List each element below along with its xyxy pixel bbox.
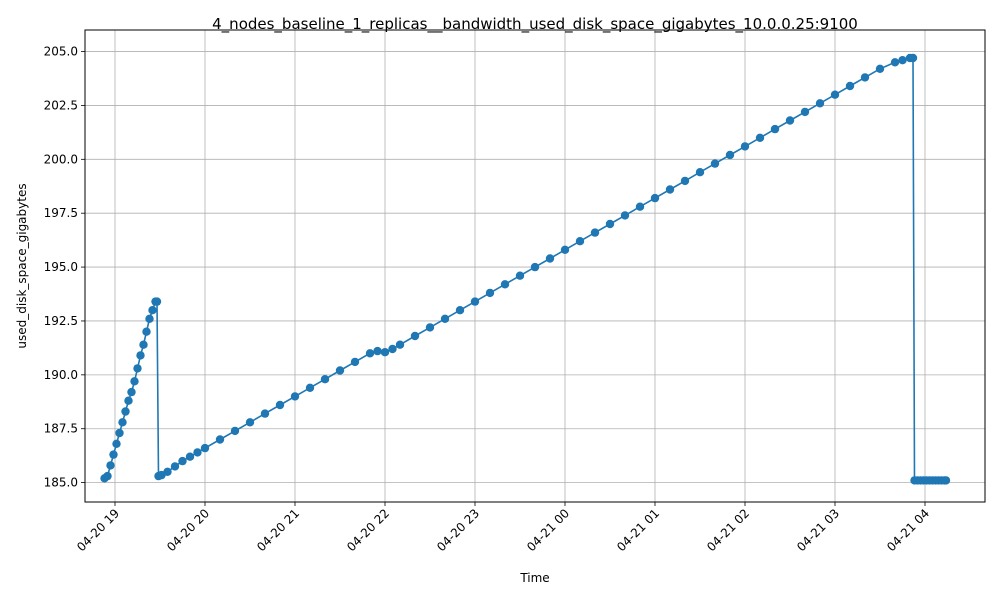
data-point	[815, 99, 825, 108]
data-point	[380, 348, 390, 357]
data-point	[215, 435, 225, 444]
data-point	[410, 331, 420, 341]
data-point	[860, 73, 870, 82]
x-axis-label: Time	[519, 571, 549, 585]
data-point	[185, 452, 195, 461]
data-point	[142, 327, 151, 336]
data-point	[193, 448, 202, 457]
data-point	[755, 133, 765, 142]
data-point	[118, 418, 127, 427]
data-point	[139, 340, 148, 349]
data-point	[395, 340, 405, 349]
data-point	[148, 306, 157, 315]
data-point	[103, 471, 112, 481]
plot-frame	[84, 29, 986, 503]
data-point	[590, 228, 600, 237]
data-point	[545, 254, 555, 263]
data-point	[121, 407, 130, 416]
data-point	[485, 288, 495, 298]
data-point	[470, 297, 480, 306]
data-point	[898, 56, 907, 65]
data-point	[440, 314, 450, 323]
y-tick-label: 202.5	[44, 98, 78, 112]
data-point	[605, 219, 615, 229]
y-tick-label: 200.0	[44, 152, 78, 166]
data-point	[136, 351, 145, 360]
data-point	[245, 418, 255, 427]
data-point	[500, 280, 510, 289]
data-point	[373, 346, 382, 356]
data-point	[124, 396, 133, 405]
data-point	[680, 176, 690, 186]
data-point	[620, 211, 630, 220]
data-point	[725, 150, 735, 160]
data-point	[335, 366, 345, 375]
y-tick-label: 205.0	[44, 45, 78, 59]
data-point	[560, 245, 570, 254]
data-point	[275, 400, 285, 410]
data-point	[770, 124, 780, 134]
data-point	[740, 142, 750, 151]
data-point	[890, 58, 900, 67]
data-point	[365, 349, 375, 358]
data-point	[845, 81, 855, 91]
data-point	[145, 314, 154, 323]
data-point	[170, 462, 180, 471]
data-point	[200, 443, 210, 453]
data-point	[425, 323, 435, 332]
y-tick-label: 185.0	[44, 476, 78, 490]
data-point	[106, 461, 115, 470]
data-point	[178, 456, 187, 466]
data-point	[875, 64, 885, 74]
y-axis: 185.0 187.5 190.0 192.5 195.0 197.5 200.0 202.5…	[44, 45, 85, 490]
data-point	[388, 344, 397, 354]
data-point	[785, 116, 795, 125]
data-point	[127, 387, 136, 397]
data-point	[115, 428, 124, 438]
data-point	[650, 193, 660, 203]
y-axis-label: used_disk_space_gigabytes	[15, 183, 29, 348]
data-point	[455, 306, 465, 315]
y-tick-label: 190.0	[44, 368, 78, 382]
y-tick-label: 195.0	[44, 260, 78, 274]
data-point	[350, 357, 360, 367]
y-tick-label: 187.5	[44, 422, 78, 436]
data-point	[163, 467, 172, 476]
data-point	[260, 409, 270, 418]
data-point	[112, 439, 121, 448]
data-point	[635, 202, 645, 211]
data-point	[109, 450, 118, 459]
data-point	[941, 476, 951, 485]
data-point	[515, 271, 525, 280]
y-tick-label: 192.5	[44, 314, 78, 328]
data-point	[710, 159, 720, 168]
data-point	[290, 392, 300, 401]
data-point	[908, 53, 918, 63]
data-point	[800, 107, 810, 117]
y-tick-label: 197.5	[44, 206, 78, 220]
data-point	[830, 90, 840, 99]
series-layer	[100, 53, 951, 485]
data-point	[665, 185, 675, 194]
data-point	[133, 364, 142, 373]
data-point	[130, 377, 139, 386]
gridlines	[85, 30, 985, 502]
chart-title: 4_nodes_baseline_1_replicas__bandwidth_u…	[212, 15, 858, 34]
data-point	[320, 375, 330, 384]
data-point	[695, 168, 705, 177]
data-point	[305, 383, 315, 392]
data-point	[530, 262, 540, 272]
data-point	[230, 426, 240, 436]
data-point	[152, 297, 162, 306]
data-point	[575, 237, 585, 246]
